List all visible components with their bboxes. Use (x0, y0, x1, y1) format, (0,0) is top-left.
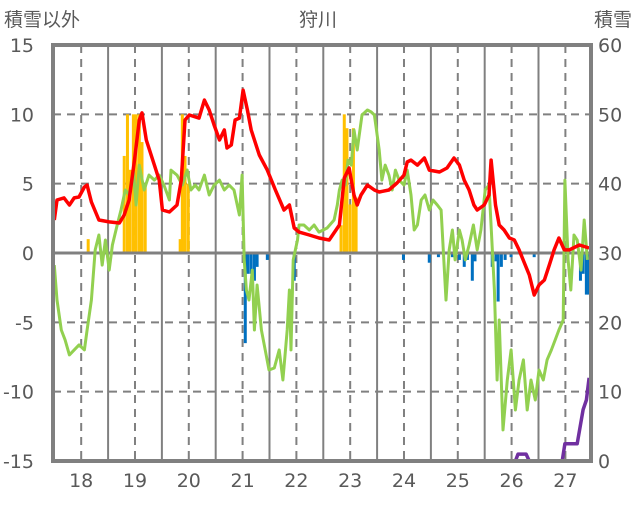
blue-bar (249, 253, 253, 274)
orange-bar (86, 239, 90, 253)
red-series-line (52, 88, 590, 297)
x-tick-label: 26 (499, 470, 523, 492)
y-right-tick-label: 60 (598, 35, 622, 57)
x-tick-label: 21 (230, 470, 254, 492)
blue-bar (496, 253, 500, 302)
blue-bar (255, 253, 259, 267)
x-tick-label: 19 (123, 470, 147, 492)
orange-bar (354, 197, 358, 253)
plot-border (51, 43, 593, 463)
orange-bar (348, 204, 352, 253)
blue-bar (436, 253, 440, 258)
orange-bar (183, 155, 187, 253)
blue-bar (246, 253, 250, 274)
orange-bar (345, 128, 349, 253)
blue-bar (252, 253, 256, 281)
y-right-tick-label: 20 (598, 312, 622, 334)
chart-title: 狩川 (299, 9, 337, 31)
orange-bar (186, 183, 190, 253)
orange-bar (122, 155, 126, 253)
orange-bar (178, 239, 182, 253)
blue-bar (581, 253, 585, 274)
blue-bar (473, 253, 477, 262)
blue-bar (401, 253, 405, 260)
blue-bar (509, 253, 513, 258)
orange-bar (143, 183, 147, 253)
left-axis-title: 積雪以外 (4, 9, 80, 31)
blue-bar (503, 253, 507, 260)
orange-bar (128, 169, 132, 253)
y-left-tick-label: -5 (15, 312, 34, 334)
plot-frame (51, 43, 593, 463)
x-tick-label: 23 (338, 470, 362, 492)
blue-bar (457, 253, 461, 260)
x-tick-label: 24 (392, 470, 416, 492)
y-right-tick-label: 50 (598, 104, 622, 126)
y-left-tick-label: -15 (3, 451, 34, 473)
blue-bar (243, 253, 247, 344)
y-right-tick-label: 30 (598, 243, 622, 265)
blue-bar (532, 253, 536, 258)
green-series-line (52, 108, 589, 432)
blue-bar (265, 253, 269, 260)
blue-bar (470, 253, 474, 281)
x-tick-label: 27 (553, 470, 577, 492)
blue-bar (499, 253, 503, 267)
y-left-tick-label: 15 (10, 35, 34, 57)
series-lines (52, 88, 591, 463)
x-tick-label: 20 (177, 470, 201, 492)
y-left-tick-label: -10 (3, 382, 34, 404)
blue-bar (494, 253, 498, 262)
y-left-tick-label: 0 (22, 243, 34, 265)
x-tick-label: 22 (284, 470, 308, 492)
right-axis-title: 積雪 (594, 9, 632, 31)
y-right-tick-label: 10 (598, 382, 622, 404)
y-left-tick-label: 5 (22, 174, 34, 196)
x-tick-label: 25 (446, 470, 470, 492)
y-right-tick-label: 40 (598, 174, 622, 196)
y-left-tick-label: 10 (10, 104, 34, 126)
blue-bar (427, 253, 431, 263)
y-right-tick-label: 0 (598, 451, 610, 473)
orange-bar (339, 225, 343, 253)
x-tick-label: 18 (69, 470, 93, 492)
purple-series-line (53, 377, 591, 463)
orange-bar (134, 114, 138, 253)
orange-bar (140, 142, 144, 253)
tick-labels: 18 19 20 21 22 23 24 25 26 27151050-5-10-15605040… (3, 35, 622, 492)
orange-bar (125, 114, 129, 253)
blue-bar (584, 253, 588, 295)
blue-bar (450, 253, 454, 258)
